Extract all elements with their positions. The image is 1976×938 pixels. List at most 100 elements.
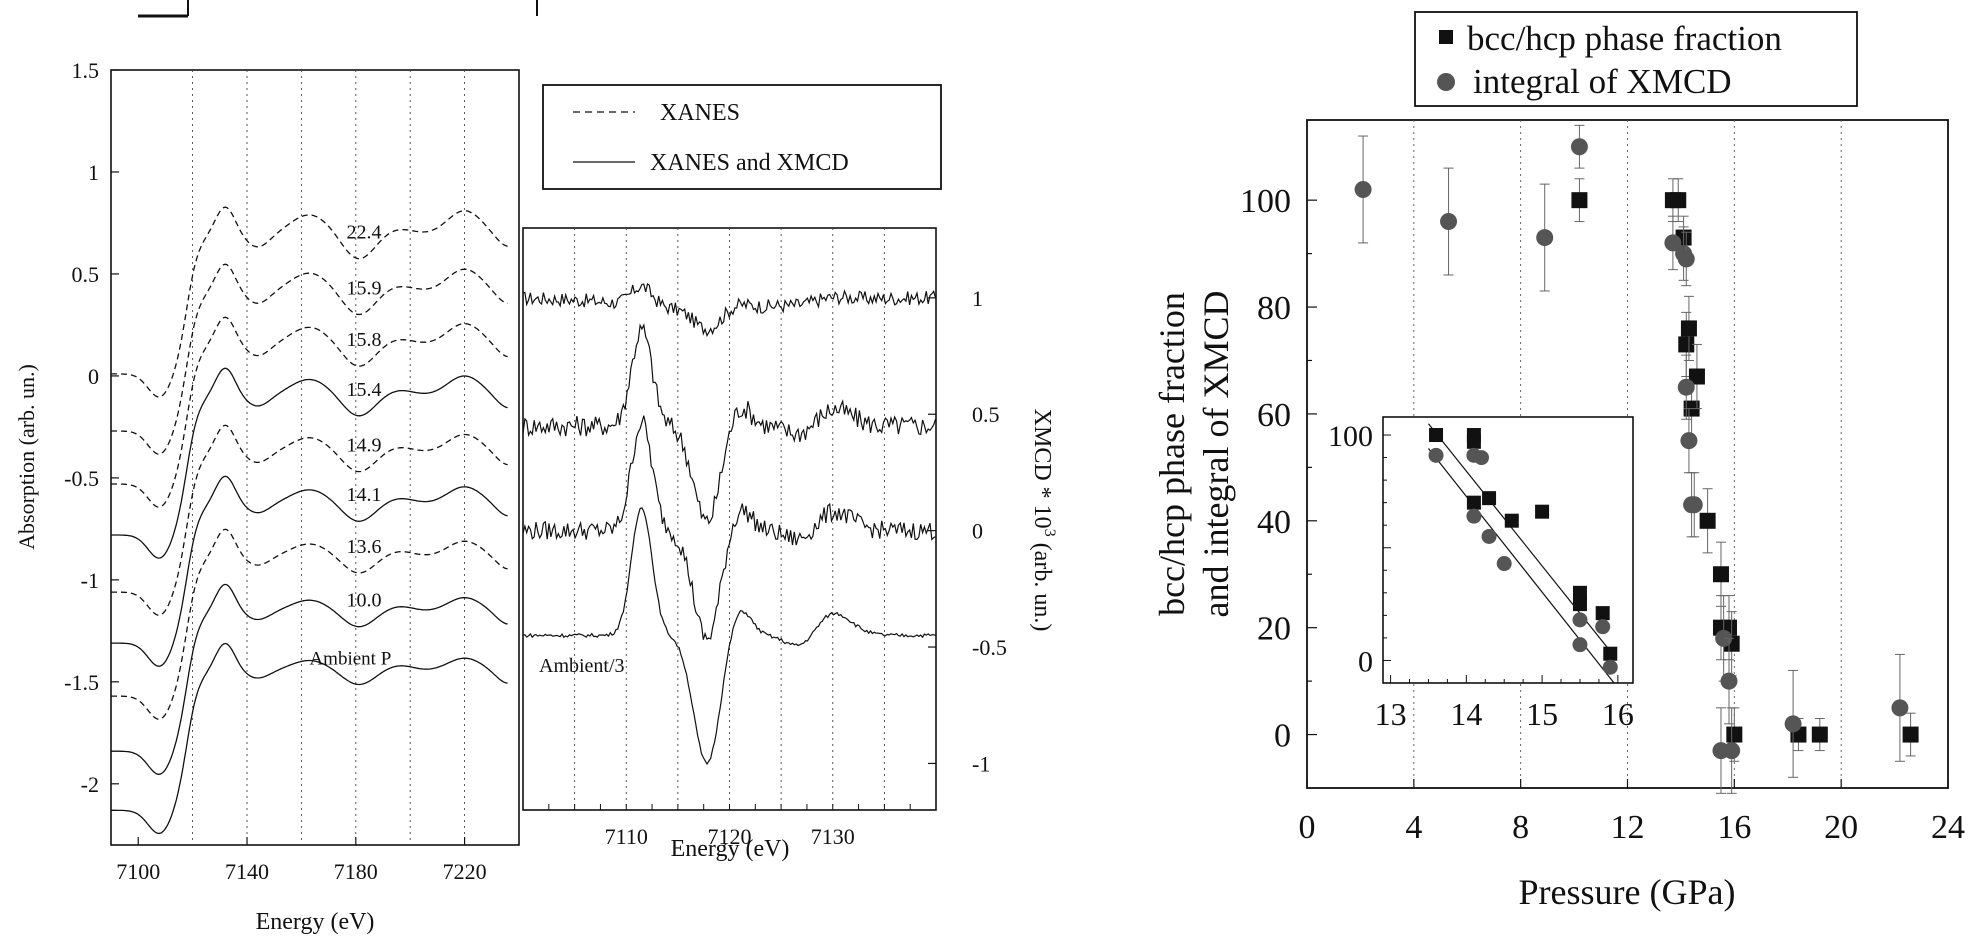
- phase-fraction-point: [1699, 512, 1716, 529]
- legend-circle-marker: [1437, 73, 1455, 91]
- xmcd-series-line: [522, 323, 937, 525]
- inset-circle-point: [1602, 659, 1618, 675]
- xmcd-integral-point: [1440, 213, 1458, 231]
- inset-circle-point: [1466, 508, 1482, 524]
- xanes-y-tick-label: 0: [88, 364, 99, 389]
- xmcd-x-tick-label: 7130: [811, 824, 855, 849]
- inset-square-point: [1572, 597, 1587, 612]
- phase-x-tick-label: 0: [1299, 809, 1316, 846]
- inset-circle-point: [1595, 619, 1611, 635]
- phase-legend-box: [1414, 11, 1858, 107]
- xanes-x-tick-label: 7100: [116, 859, 160, 884]
- legend-entry-xanes-xmcd: XANES and XMCD: [650, 150, 849, 176]
- xmcd-integral-point: [1680, 432, 1698, 450]
- phase-inset-chart: 13 14 15 16 0 100: [1328, 416, 1634, 732]
- xanes-series-label: 14.9: [346, 435, 381, 457]
- xanes-y-tick-label: -1: [81, 568, 99, 593]
- inset-square-point: [1466, 434, 1481, 449]
- svg-text:XMCD * 103 (arb. un.): XMCD * 103 (arb. un.): [1029, 409, 1058, 632]
- xanes-series-line: [111, 316, 508, 508]
- phase-x-tick-label: 24: [1931, 809, 1965, 846]
- phase-y-tick-label: 60: [1257, 397, 1291, 434]
- xmcd-y-tick-label: 1: [972, 286, 983, 311]
- xmcd-y-axis-label: XMCD * 103 (arb. un.): [1029, 409, 1058, 632]
- xmcd-integral-point: [1570, 138, 1588, 156]
- phase-x-tick-label: 20: [1824, 809, 1858, 846]
- phase-x-tick-label: 16: [1717, 809, 1751, 846]
- legend-entry-xanes: XANES: [660, 100, 740, 126]
- xmcd-y-tick-label: -0.5: [972, 635, 1007, 660]
- xanes-legend-box: [542, 84, 942, 190]
- phase-y-tick-label: 0: [1274, 718, 1291, 755]
- inset-circle-point: [1428, 447, 1444, 463]
- inset-square-point: [1482, 491, 1497, 506]
- phase-fraction-point: [1811, 726, 1828, 743]
- inset-circle-point: [1572, 612, 1588, 628]
- inset-square-point: [1535, 504, 1550, 519]
- legend-entry-xmcd-integral: integral of XMCD: [1473, 62, 1732, 101]
- xmcd-annotation-ambient: Ambient/3: [539, 655, 625, 677]
- phase-y-tick-label: 100: [1240, 183, 1291, 220]
- phase-x-tick-label: 4: [1405, 809, 1422, 846]
- xanes-x-axis-label: Energy (eV): [256, 909, 375, 935]
- inset-square-point: [1572, 585, 1587, 600]
- xanes-series-line: [111, 424, 508, 616]
- xmcd-y-label-tail: (arb. un.): [1029, 537, 1055, 632]
- xanes-y-tick-label: 1.5: [72, 58, 100, 83]
- phase-fraction-point: [1680, 320, 1697, 337]
- xmcd-integral-point: [1720, 672, 1738, 690]
- inset-square-point: [1595, 606, 1610, 621]
- phase-y-axis-label: bcc/hcp phase fraction and integral of X…: [1152, 291, 1236, 618]
- phase-fraction-point: [1678, 336, 1695, 353]
- legend-entry-phase-fraction: bcc/hcp phase fraction: [1467, 19, 1782, 58]
- xanes-legend: XANES XANES and XMCD: [542, 84, 942, 190]
- phase-x-axis-label: Pressure (GPa): [1519, 872, 1736, 912]
- xanes-series-label: 22.4: [346, 222, 381, 244]
- xanes-series-line: [111, 263, 508, 455]
- xanes-series-line: [111, 642, 508, 835]
- xmcd-integral-point: [1891, 699, 1909, 717]
- xmcd-series-line: [522, 415, 936, 640]
- inset-square-point: [1504, 513, 1519, 528]
- phase-x-tick-label: 12: [1611, 809, 1645, 846]
- xanes-y-tick-label: -0.5: [64, 466, 99, 491]
- xmcd-integral-point: [1685, 496, 1703, 514]
- xmcd-x-axis-label: Energy (eV): [671, 836, 790, 862]
- inset-y-tick-label: 100: [1328, 420, 1373, 453]
- xmcd-series-line: [522, 283, 937, 338]
- xmcd-y-label-main: XMCD * 10: [1029, 409, 1055, 529]
- phase-y-label-line-1: bcc/hcp phase fraction: [1152, 292, 1192, 616]
- legend-square-marker: [1439, 30, 1453, 44]
- xanes-series-label: Ambient P: [309, 648, 391, 669]
- xanes-x-tick-label: 7180: [334, 859, 378, 884]
- xmcd-y-tick-label: 0.5: [972, 402, 1000, 427]
- phase-fraction-chart: bcc/hcp phase fraction integral of XMCD …: [1152, 11, 1965, 912]
- xmcd-integral-point: [1664, 234, 1682, 252]
- xanes-series-label: 10.0: [346, 590, 381, 612]
- inset-square-point: [1603, 646, 1618, 661]
- xmcd-integral-point: [1723, 742, 1741, 760]
- phase-fraction-point: [1726, 726, 1743, 743]
- xmcd-y-label-sup: 3: [1041, 529, 1058, 537]
- phase-y-tick-label: 40: [1257, 504, 1291, 541]
- xmcd-x-tick-label: 7110: [605, 824, 648, 849]
- inset-x-tick-label: 16: [1602, 696, 1634, 732]
- xanes-y-tick-label: -1.5: [64, 670, 99, 695]
- phase-legend: bcc/hcp phase fraction integral of XMCD: [1414, 11, 1858, 107]
- xmcd-y-tick-label: 0: [972, 519, 983, 544]
- xanes-series-label: 15.9: [346, 277, 381, 299]
- xanes-series-line: [111, 583, 508, 775]
- xanes-chart: 7100 7140 7180 7220 1.5 1 0.5 0 -0.5 -1 -1.5 -2 22.…: [14, 58, 942, 935]
- xmcd-series-line: [522, 507, 936, 766]
- xmcd-integral-point: [1354, 180, 1372, 198]
- phase-fraction-point: [1571, 192, 1588, 209]
- inset-x-tick-label: 14: [1450, 696, 1482, 732]
- xanes-series-label: 14.1: [346, 484, 381, 506]
- phase-y-label-line-2: and integral of XMCD: [1196, 291, 1236, 618]
- xanes-series-line: [111, 475, 508, 667]
- xanes-series-label: 13.6: [346, 536, 381, 558]
- inset-square-point: [1429, 428, 1444, 443]
- xanes-y-tick-label: 1: [88, 160, 99, 185]
- xmcd-integral-point: [1677, 250, 1695, 268]
